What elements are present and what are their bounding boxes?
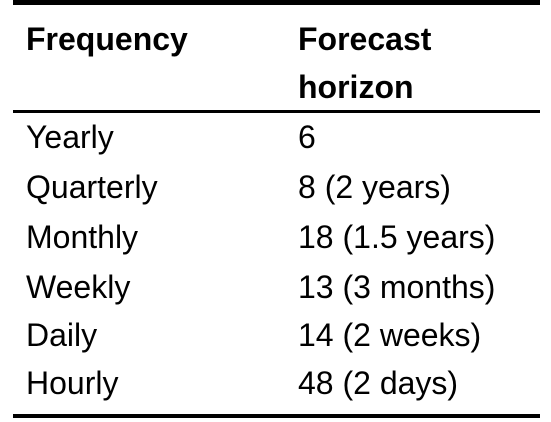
horizon-cell: 8 (2 years) <box>298 169 451 205</box>
frequency-cell: Hourly <box>26 365 119 401</box>
header-frequency: Frequency <box>26 21 188 57</box>
header-forecast-horizon-line2: horizon <box>298 69 414 105</box>
table-row: Hourly 48 (2 days) <box>13 359 540 407</box>
frequency-cell: Quarterly <box>26 169 158 205</box>
forecast-horizon-table: Frequency Forecast horizon Yearly 6 Quar… <box>13 0 540 422</box>
table-row: Quarterly 8 (2 years) <box>13 163 540 211</box>
frequency-cell: Weekly <box>26 269 131 305</box>
table-row: Monthly 18 (1.5 years) <box>13 213 540 261</box>
header-rule <box>13 110 540 113</box>
table-row: Weekly 13 (3 months) <box>13 263 540 311</box>
horizon-cell: 14 (2 weeks) <box>298 317 482 353</box>
horizon-cell: 13 (3 months) <box>298 269 496 305</box>
horizon-cell: 18 (1.5 years) <box>298 219 496 255</box>
table-row: Daily 14 (2 weeks) <box>13 311 540 359</box>
horizon-cell: 48 (2 days) <box>298 365 459 401</box>
frequency-cell: Daily <box>26 317 98 353</box>
horizon-cell: 6 <box>298 119 316 155</box>
table-row: Yearly 6 <box>13 113 540 161</box>
frequency-cell: Monthly <box>26 219 139 255</box>
header-forecast-horizon-line1: Forecast <box>298 21 432 57</box>
table-top-rule <box>13 0 540 5</box>
table-bottom-rule <box>13 414 540 418</box>
frequency-cell: Yearly <box>26 119 114 155</box>
